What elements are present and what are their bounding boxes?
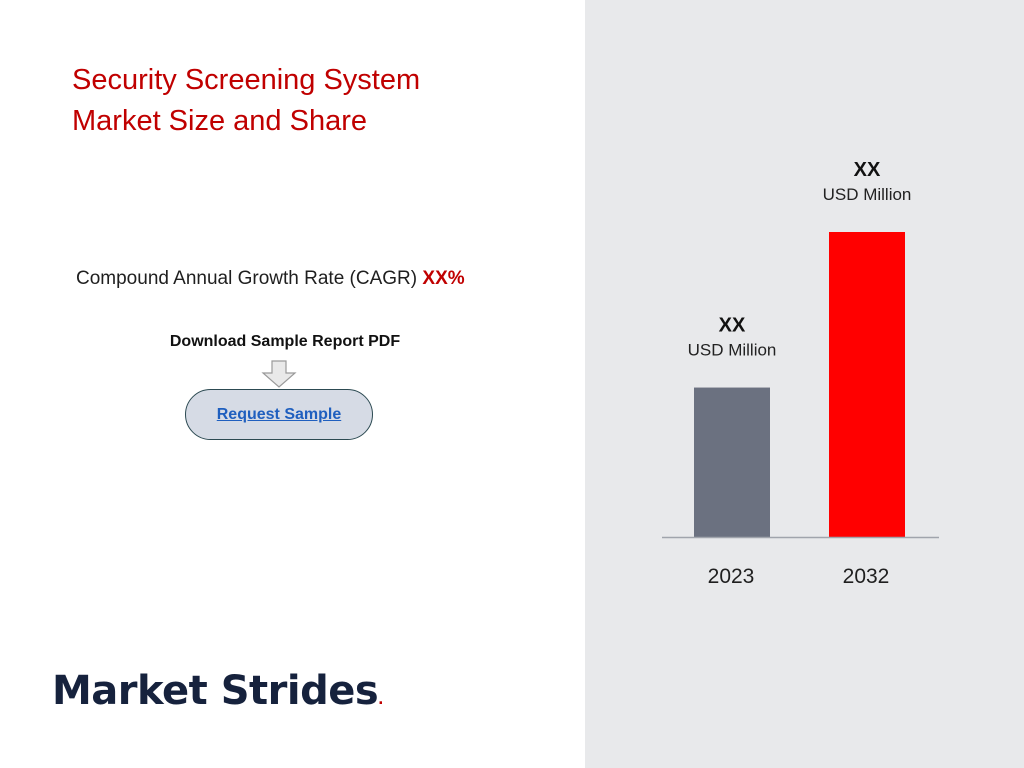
data-label-unit-2023: USD Million [688,341,777,360]
page-title: Security Screening System Market Size an… [72,60,552,142]
request-sample-button[interactable]: Request Sample [185,389,373,440]
bar-2023 [694,387,770,537]
page-title-line-2: Market Size and Share [72,105,367,137]
data-label-value-2023: XX [719,315,746,337]
bar-2032 [829,232,905,537]
logo-dot: . [378,692,383,708]
chart-panel-background [585,0,1024,768]
request-sample-link[interactable]: Request Sample [216,405,342,423]
cagr-statement: Compound Annual Growth Rate (CAGR) XX% [76,268,465,290]
market-size-bar-chart: XX USD Million 2023 XX USD Million 2032 [662,159,939,588]
page-title-line-1: Security Screening System [72,64,421,96]
download-sample-label: Download Sample Report PDF [169,333,401,350]
market-strides-logo: Market Strides. [52,668,383,714]
data-label-value-2032: XX [854,159,881,181]
x-tick-label-2032: 2032 [843,565,890,588]
data-label-unit-2032: USD Million [823,185,912,204]
down-arrow-icon [261,360,297,388]
cagr-label: Compound Annual Growth Rate (CAGR) [76,268,418,289]
cagr-value: XX% [422,268,465,289]
logo-text: Market Strides [52,668,379,714]
x-tick-label-2023: 2023 [708,565,755,588]
